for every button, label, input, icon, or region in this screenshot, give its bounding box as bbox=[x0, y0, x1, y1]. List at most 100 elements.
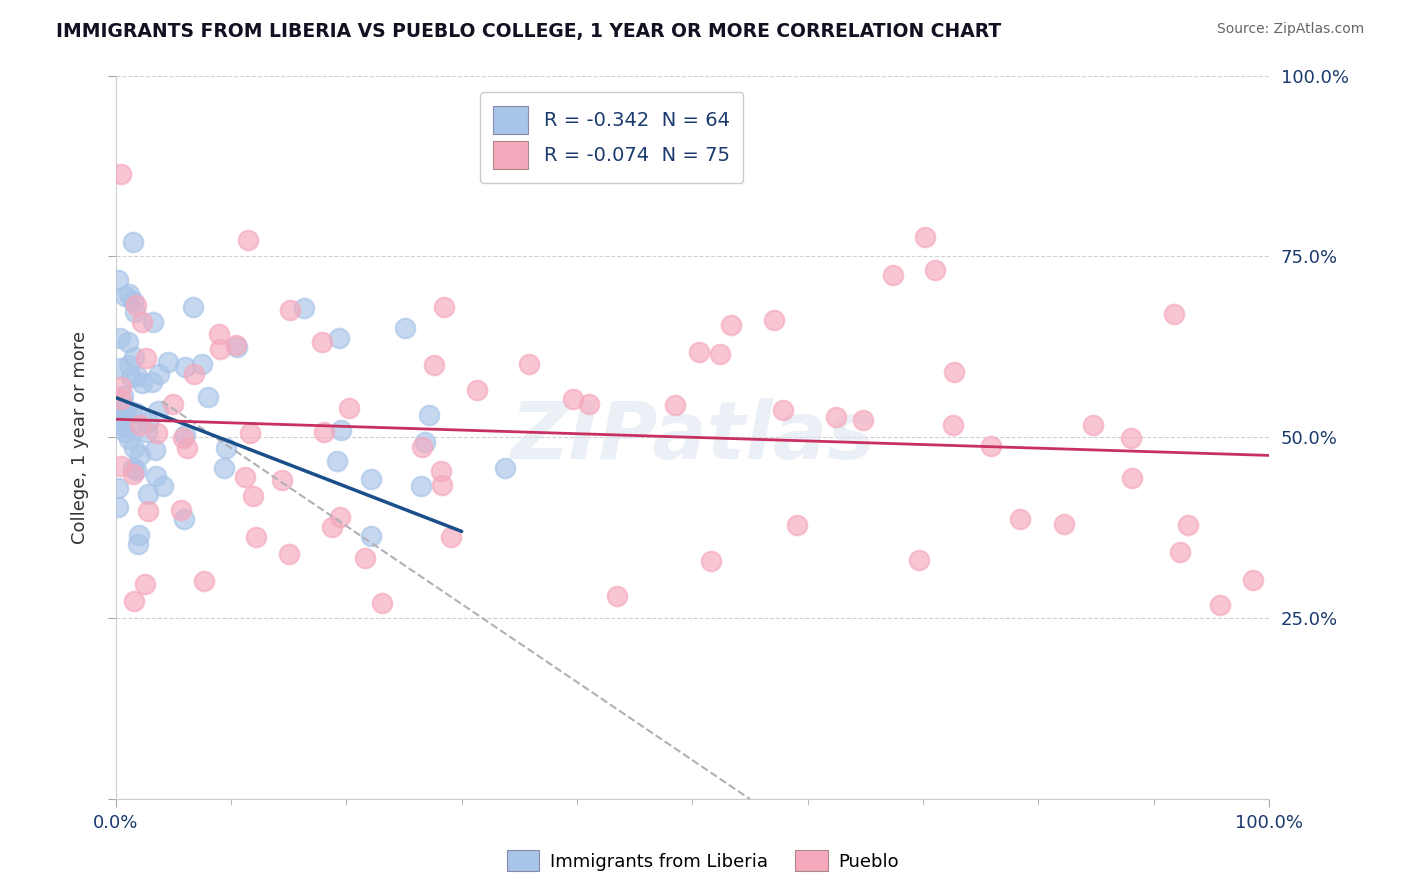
Point bbox=[125, 369, 148, 384]
Point bbox=[1241, 573, 1264, 587]
Point bbox=[129, 417, 152, 432]
Point bbox=[173, 359, 195, 374]
Point bbox=[183, 368, 205, 382]
Point bbox=[418, 409, 440, 423]
Point bbox=[142, 316, 165, 330]
Point bbox=[174, 427, 197, 442]
Point bbox=[125, 406, 148, 420]
Point bbox=[124, 350, 146, 364]
Point bbox=[110, 361, 132, 376]
Point bbox=[111, 418, 134, 433]
Point bbox=[907, 552, 929, 566]
Point bbox=[157, 355, 180, 369]
Point bbox=[924, 263, 946, 277]
Point bbox=[353, 550, 375, 565]
Point bbox=[110, 459, 132, 474]
Text: ZIPatlas: ZIPatlas bbox=[510, 399, 875, 476]
Point bbox=[980, 439, 1002, 453]
Point bbox=[193, 574, 215, 588]
Point bbox=[360, 472, 382, 486]
Point bbox=[664, 398, 686, 412]
Point bbox=[208, 326, 231, 341]
Point bbox=[143, 443, 166, 458]
Point bbox=[606, 589, 628, 603]
Point bbox=[409, 479, 432, 493]
Point bbox=[430, 464, 453, 478]
Point bbox=[233, 469, 256, 483]
Point bbox=[121, 405, 143, 419]
Point bbox=[134, 577, 156, 591]
Point bbox=[148, 367, 170, 381]
Point bbox=[225, 338, 247, 352]
Point bbox=[127, 537, 149, 551]
Point bbox=[176, 441, 198, 455]
Point bbox=[122, 442, 145, 456]
Point bbox=[1209, 598, 1232, 612]
Point bbox=[128, 528, 150, 542]
Point bbox=[278, 303, 301, 318]
Point bbox=[311, 334, 333, 349]
Point bbox=[337, 401, 360, 416]
Point bbox=[700, 554, 723, 568]
Point bbox=[329, 423, 352, 437]
Point bbox=[465, 383, 488, 397]
Point bbox=[146, 403, 169, 417]
Point bbox=[1053, 517, 1076, 532]
Point bbox=[314, 425, 336, 439]
Point bbox=[439, 530, 461, 544]
Point bbox=[432, 478, 454, 492]
Point bbox=[181, 300, 204, 314]
Point bbox=[125, 298, 148, 312]
Point bbox=[236, 233, 259, 247]
Point bbox=[292, 301, 315, 316]
Point bbox=[1119, 431, 1142, 445]
Point bbox=[214, 461, 236, 475]
Point bbox=[117, 334, 139, 349]
Point bbox=[1083, 417, 1105, 432]
Point bbox=[129, 449, 152, 463]
Point bbox=[517, 357, 540, 371]
Point bbox=[494, 460, 516, 475]
Point bbox=[1177, 518, 1199, 533]
Point bbox=[131, 315, 153, 329]
Point bbox=[122, 235, 145, 249]
Y-axis label: College, 1 year or more: College, 1 year or more bbox=[72, 331, 89, 544]
Point bbox=[131, 376, 153, 390]
Point bbox=[145, 469, 167, 483]
Point bbox=[169, 503, 191, 517]
Point bbox=[152, 479, 174, 493]
Point bbox=[110, 167, 132, 181]
Point bbox=[1121, 471, 1143, 485]
Point bbox=[763, 313, 786, 327]
Text: Source: ZipAtlas.com: Source: ZipAtlas.com bbox=[1216, 22, 1364, 37]
Point bbox=[114, 289, 136, 303]
Point bbox=[786, 518, 808, 533]
Point bbox=[108, 331, 131, 345]
Point bbox=[136, 415, 159, 429]
Point bbox=[225, 340, 247, 354]
Point bbox=[709, 346, 731, 360]
Point bbox=[1008, 511, 1031, 525]
Legend: Immigrants from Liberia, Pueblo: Immigrants from Liberia, Pueblo bbox=[499, 843, 907, 879]
Point bbox=[208, 342, 231, 356]
Point bbox=[112, 410, 135, 425]
Point bbox=[394, 321, 416, 335]
Point bbox=[191, 357, 214, 371]
Point bbox=[824, 409, 846, 424]
Point bbox=[173, 511, 195, 525]
Point bbox=[135, 425, 157, 440]
Point bbox=[121, 467, 143, 481]
Point bbox=[1163, 307, 1185, 321]
Point bbox=[136, 504, 159, 518]
Point bbox=[328, 330, 350, 344]
Point bbox=[321, 520, 343, 534]
Point bbox=[371, 596, 394, 610]
Point bbox=[433, 300, 456, 314]
Point bbox=[118, 432, 141, 446]
Point bbox=[118, 358, 141, 372]
Point bbox=[772, 402, 794, 417]
Point bbox=[111, 389, 134, 403]
Point bbox=[135, 351, 157, 365]
Point bbox=[942, 417, 965, 432]
Point bbox=[138, 487, 160, 501]
